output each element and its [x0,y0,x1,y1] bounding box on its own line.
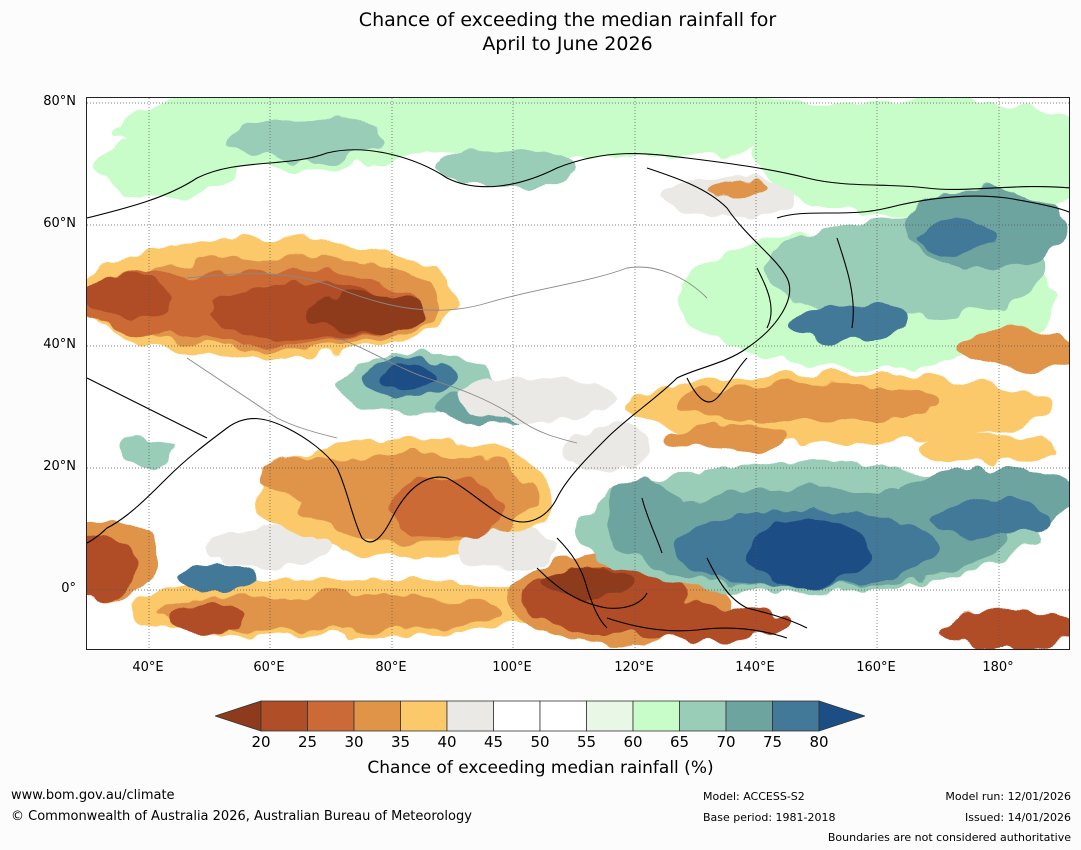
dry-north-pacific-band [627,182,1069,646]
colorbar-segment [260,700,308,732]
lon-label-100e: 100°E [492,660,532,675]
colorbar-tick-label: 45 [483,733,504,751]
colorbar-tick-label: 30 [344,733,364,751]
issued-date: Issued: 14/01/2026 [964,811,1071,824]
colorbar-segment [446,700,494,732]
lat-label-20n: 20°N [43,459,76,474]
colorbar-segment [772,700,820,732]
title-line-2: April to June 2026 [482,33,653,55]
lon-label-60e: 60°E [253,660,285,675]
country-borders [186,266,708,444]
colorbar-segment [586,700,634,732]
lon-label-160e: 160°E [856,660,896,675]
lon-label-180: 180° [982,660,1014,675]
colorbar-tick-label: 55 [576,733,597,751]
copyright-text: © Commonwealth of Australia 2026, Austra… [11,809,472,824]
colorbar-extend-high [818,700,867,732]
model-name: Model: ACCESS-S2 [703,790,805,803]
colorbar-segment [632,700,680,732]
colorbar-tick-label: 60 [623,733,643,751]
colorbar-segment [353,700,401,732]
colorbar-tick-label: 50 [530,733,550,751]
lon-label-40e: 40°E [132,660,164,675]
lon-label-120e: 120°E [614,660,654,675]
colorbar-title: Chance of exceeding median rainfall (%) [367,758,714,778]
dry-central-asia [87,238,457,358]
dry-equatorial-indian-ocean [127,564,547,638]
model-run-date: Model run: 12/01/2026 [945,790,1071,803]
colorbar [213,700,867,732]
chart-title: Chance of exceeding the median rainfall … [0,8,1081,56]
colorbar-tick-label: 75 [762,733,783,751]
title-line-1: Chance of exceeding the median rainfall … [358,9,777,31]
wet-west-pacific [577,463,1069,593]
lat-label-40n: 40°N [43,337,76,352]
lon-label-80e: 80°E [375,660,407,675]
dry-india [257,438,557,558]
near-median-patches [207,376,647,568]
colorbar-extend-low [213,700,262,732]
dry-east-africa [87,439,177,598]
colorbar-tick-label: 20 [251,733,271,751]
colorbar-tick-label: 65 [669,733,690,751]
colorbar-tick-label: 35 [390,733,411,751]
lat-label-0: 0° [61,581,76,596]
colorbar-segment [307,700,355,732]
rainfall-map [86,97,1070,650]
website-link[interactable]: www.bom.gov.au/climate [11,788,175,803]
colorbar-segment [539,700,587,732]
colorbar-tick-label: 40 [437,733,457,751]
lat-label-60n: 60°N [43,216,76,231]
lon-label-140e: 140°E [735,660,775,675]
boundary-disclaimer: Boundaries are not considered authoritat… [827,831,1071,844]
graticule [87,98,1069,649]
colorbar-tick-labels: 20 25 30 35 40 45 50 55 60 65 70 75 80 [0,733,1081,753]
lat-label-80n: 80°N [43,94,76,109]
base-period: Base period: 1981-2018 [703,811,836,824]
colorbar-svg [213,700,867,732]
coastlines [87,149,1069,639]
colorbar-segment [679,700,727,732]
colorbar-segment [493,700,541,732]
colorbar-segment [725,700,773,732]
colorbar-segment [400,700,448,732]
rainfall-fields [87,98,1069,646]
map-canvas [87,98,1069,649]
colorbar-tick-label: 80 [809,733,829,751]
colorbar-tick-label: 70 [716,733,736,751]
colorbar-tick-label: 25 [297,733,318,751]
